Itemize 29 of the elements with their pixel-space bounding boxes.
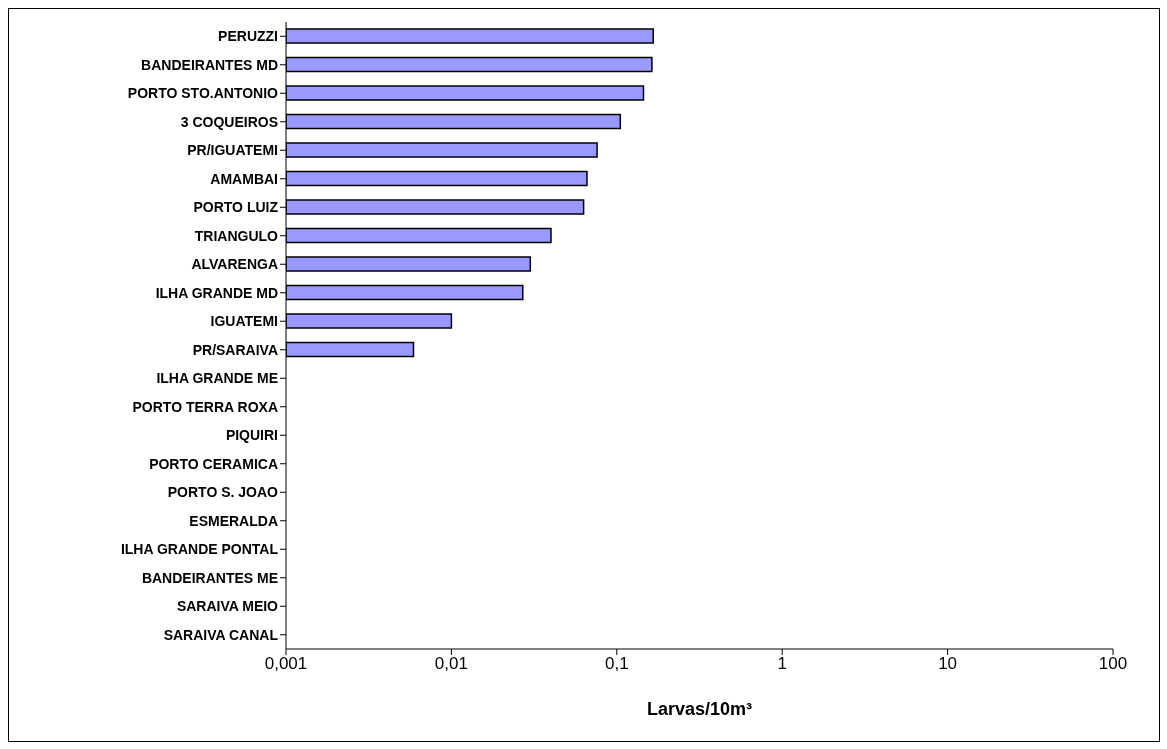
y-tick-label: 3 COQUEIROS — [180, 113, 278, 130]
y-tick-label: AMAMBAI — [210, 170, 278, 187]
x-tick-label: 0,01 — [434, 654, 468, 674]
y-tick-label: PORTO CERAMICA — [149, 455, 278, 472]
y-tick-label: PR/IGUATEMI — [187, 142, 278, 159]
y-tick-label: SARAIVA MEIO — [176, 598, 279, 615]
y-tick-label: PERUZZI — [218, 28, 278, 45]
x-tick-label: 1 — [777, 654, 787, 674]
y-tick-label: PORTO S. JOAO — [167, 484, 279, 501]
x-axis-title: Larvas/10m³ — [646, 699, 753, 719]
y-tick-label: BANDEIRANTES ME — [141, 569, 278, 586]
y-tick-label: ILHA GRANDE ME — [156, 370, 278, 387]
x-tick-label: 0,1 — [604, 654, 629, 674]
y-tick-label: IGUATEMI — [210, 313, 278, 330]
y-tick-label: PR/SARAIVA — [192, 341, 278, 358]
y-tick-label: BANDEIRANTES MD — [141, 56, 278, 73]
y-tick-label: ESMERALDA — [189, 512, 278, 529]
y-tick-label: TRIANGULO — [194, 227, 279, 244]
x-tick-label: 0,001 — [264, 654, 308, 674]
y-tick-label: ILHA GRANDE PONTAL — [120, 541, 279, 558]
y-tick-label: ILHA GRANDE MD — [155, 284, 278, 301]
y-tick-label: PORTO LUIZ — [193, 199, 279, 216]
y-tick-label: ALVARENGA — [191, 256, 278, 273]
y-tick-label: PIQUIRI — [225, 427, 278, 444]
y-tick-label: SARAIVA CANAL — [163, 626, 279, 643]
y-tick-label: PORTO STO.ANTONIO — [127, 85, 279, 102]
x-tick-label: 10 — [938, 654, 958, 674]
y-tick-label: PORTO TERRA ROXA — [132, 398, 278, 415]
x-tick-label: 100 — [1098, 654, 1128, 674]
